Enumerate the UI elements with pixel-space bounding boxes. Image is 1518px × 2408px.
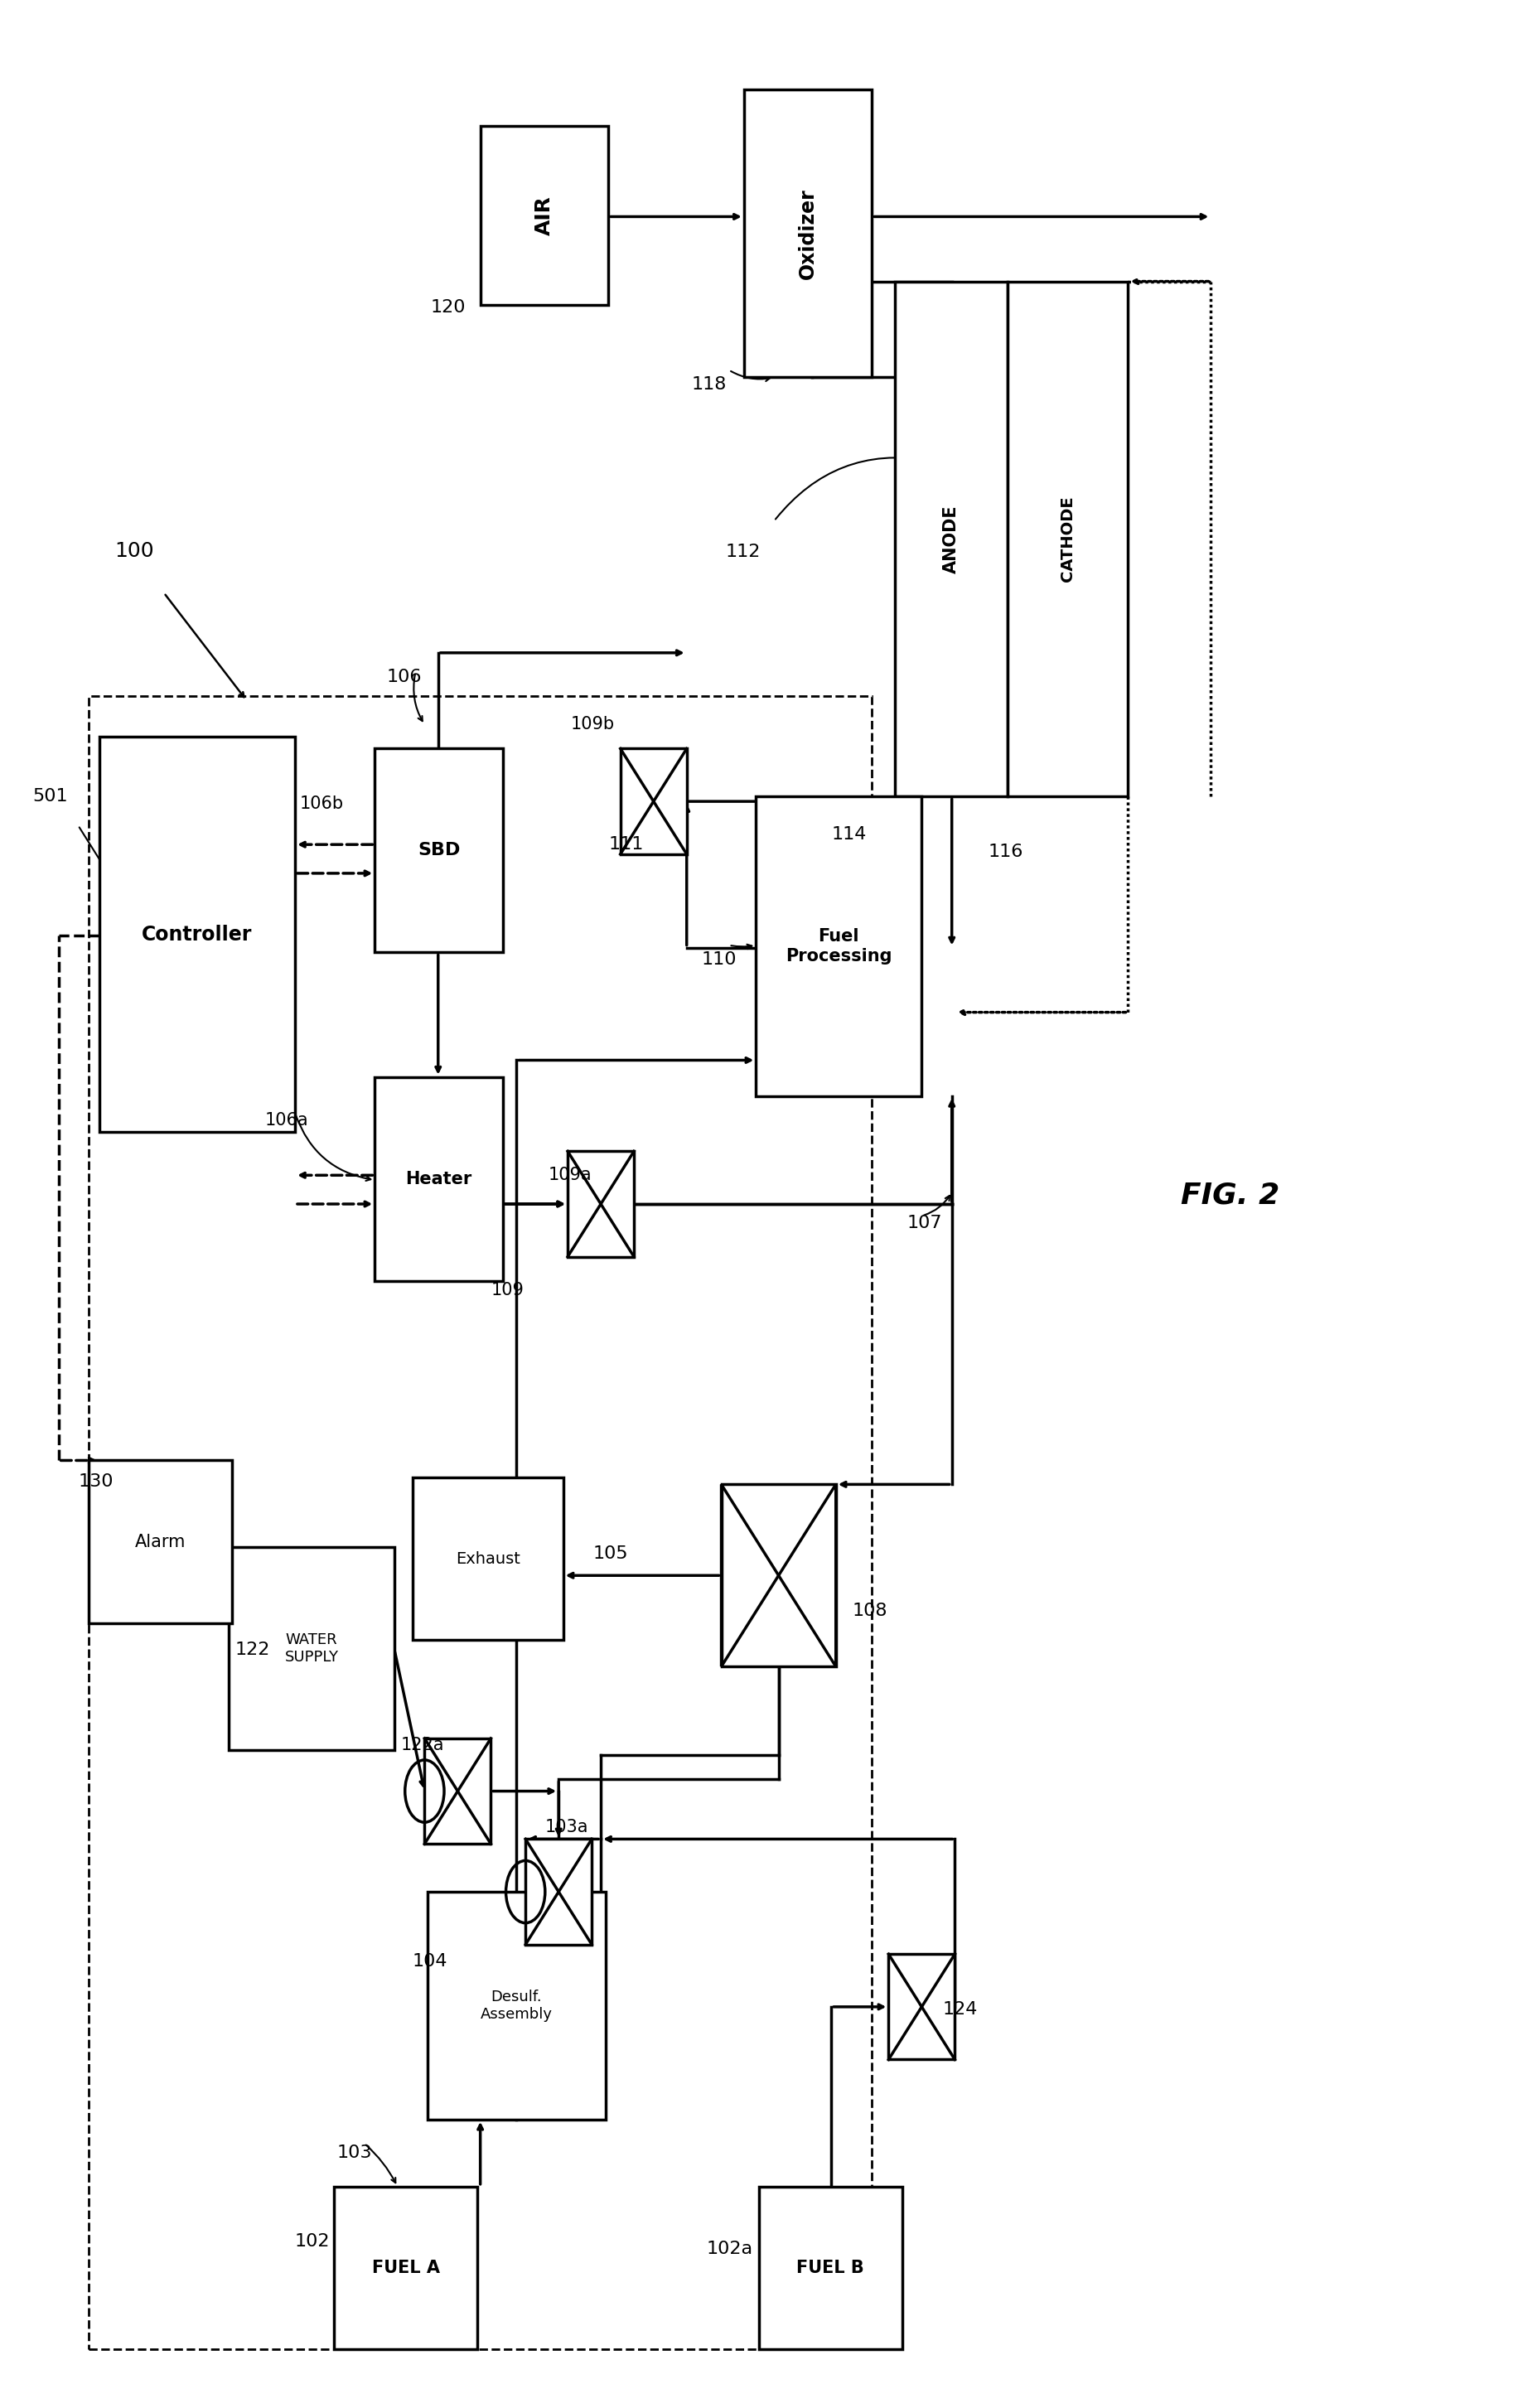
- Text: 103a: 103a: [545, 1818, 589, 1835]
- Text: Alarm: Alarm: [135, 1534, 185, 1551]
- Text: 109b: 109b: [571, 715, 615, 732]
- FancyBboxPatch shape: [428, 1893, 606, 2119]
- Text: 114: 114: [832, 826, 867, 843]
- Text: 103: 103: [337, 2146, 372, 2160]
- Text: ANODE: ANODE: [943, 506, 959, 573]
- Text: Heater: Heater: [405, 1170, 472, 1187]
- Text: 106: 106: [387, 669, 422, 684]
- Text: Oxidizer: Oxidizer: [798, 188, 818, 279]
- Text: 501: 501: [33, 787, 68, 804]
- FancyBboxPatch shape: [894, 282, 1008, 797]
- Text: 122: 122: [235, 1642, 270, 1657]
- Text: 130: 130: [77, 1474, 114, 1491]
- Text: 105: 105: [594, 1546, 628, 1563]
- Text: 110: 110: [701, 951, 736, 968]
- Text: 124: 124: [943, 2001, 978, 2018]
- FancyBboxPatch shape: [375, 749, 502, 954]
- FancyBboxPatch shape: [413, 1476, 563, 1640]
- Text: 100: 100: [114, 542, 153, 561]
- Text: Fuel
Processing: Fuel Processing: [786, 929, 893, 963]
- Text: Controller: Controller: [141, 925, 252, 944]
- Text: 112: 112: [726, 544, 761, 561]
- Text: Exhaust: Exhaust: [455, 1551, 521, 1568]
- Text: 104: 104: [413, 1953, 448, 1970]
- FancyBboxPatch shape: [568, 1151, 635, 1257]
- Text: FIG. 2: FIG. 2: [1181, 1182, 1280, 1209]
- FancyBboxPatch shape: [99, 737, 294, 1132]
- Text: WATER
SUPPLY: WATER SUPPLY: [285, 1633, 339, 1664]
- Text: AIR: AIR: [534, 195, 554, 236]
- Text: FUEL B: FUEL B: [797, 2259, 864, 2276]
- FancyBboxPatch shape: [375, 1076, 502, 1281]
- Text: 102: 102: [294, 2232, 331, 2249]
- Text: 109: 109: [490, 1281, 524, 1298]
- Text: CATHODE: CATHODE: [1060, 496, 1076, 583]
- FancyBboxPatch shape: [621, 749, 686, 855]
- FancyBboxPatch shape: [480, 125, 609, 306]
- Text: 107: 107: [906, 1214, 941, 1230]
- Text: 111: 111: [609, 836, 644, 852]
- Text: 102a: 102a: [706, 2239, 753, 2256]
- Text: 118: 118: [691, 376, 726, 393]
- FancyBboxPatch shape: [525, 1840, 592, 1946]
- Text: 106a: 106a: [264, 1112, 308, 1129]
- FancyBboxPatch shape: [1008, 282, 1128, 797]
- Text: 116: 116: [988, 843, 1023, 860]
- Text: SBD: SBD: [417, 843, 460, 860]
- FancyBboxPatch shape: [756, 797, 921, 1096]
- FancyBboxPatch shape: [88, 1459, 232, 1623]
- Text: 108: 108: [853, 1604, 888, 1621]
- FancyBboxPatch shape: [721, 1483, 836, 1666]
- Text: 122a: 122a: [401, 1736, 443, 1753]
- FancyBboxPatch shape: [759, 2186, 902, 2350]
- FancyBboxPatch shape: [425, 1739, 490, 1845]
- FancyBboxPatch shape: [334, 2186, 477, 2350]
- Text: 120: 120: [431, 299, 466, 315]
- Text: 106b: 106b: [299, 795, 343, 811]
- FancyBboxPatch shape: [229, 1546, 395, 1751]
- FancyBboxPatch shape: [888, 1955, 955, 2059]
- Text: FUEL A: FUEL A: [372, 2259, 440, 2276]
- Text: Desulf.
Assembly: Desulf. Assembly: [480, 1989, 553, 2023]
- Text: 109a: 109a: [548, 1168, 592, 1182]
- FancyBboxPatch shape: [744, 89, 871, 378]
